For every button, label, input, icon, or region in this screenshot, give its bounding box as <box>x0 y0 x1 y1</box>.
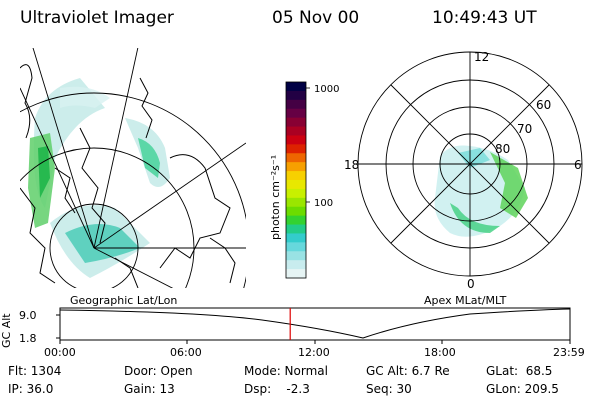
geo-latitude: GLat: 68.5 <box>486 364 553 378</box>
timeline-xtick-0000: 00:00 <box>44 346 76 359</box>
gc-alt-value: GC Alt: 6.7 Re <box>366 364 450 378</box>
colorbar-swatch <box>286 90 306 101</box>
timeline-ytick-9: 9.0 <box>19 309 37 322</box>
colorbar-swatch <box>286 162 306 172</box>
apex-mlat-mlt-title: Apex MLat/MLT <box>424 294 507 307</box>
ip-value: IP: 36.0 <box>8 382 54 396</box>
geographic-latlon-title: Geographic Lat/Lon <box>70 294 178 307</box>
altitude-timeline: GC Alt 9.0 1.8 <box>0 307 571 348</box>
timeline-ytick-1.8: 1.8 <box>19 332 37 345</box>
colorbar-swatch <box>286 242 306 252</box>
colorbar-swatch <box>286 188 306 199</box>
timeline-xtick-2359: 23:59 <box>553 346 585 359</box>
timeline-axis-label: GC Alt <box>0 313 13 348</box>
geographic-map <box>20 48 246 288</box>
mlt-label-18: 18 <box>344 158 359 172</box>
colorbar-swatch <box>286 153 306 163</box>
mlat-label-70: 70 <box>517 122 532 136</box>
colorbar: 1000 100 photon cm⁻²s⁻¹ <box>269 81 339 279</box>
app-title: Ultraviolet Imager <box>20 8 174 28</box>
colorbar-swatches <box>286 82 306 279</box>
colorbar-swatch <box>286 251 306 261</box>
colorbar-swatch <box>286 269 306 279</box>
flight-number: Flt: 1304 <box>8 364 62 378</box>
date-label: 05 Nov 00 <box>272 8 360 28</box>
colorbar-swatch <box>286 171 306 181</box>
mlt-label-6: 6 <box>574 158 582 172</box>
colorbar-swatch <box>286 206 306 217</box>
colorbar-tick-1000: 1000 <box>314 84 339 95</box>
mode-value: Mode: Normal <box>244 364 328 378</box>
timeline-xtick-1800: 18:00 <box>424 346 456 359</box>
mlat-label-80: 80 <box>495 142 510 156</box>
gain-value: Gain: 13 <box>124 382 175 396</box>
mlat-label-60: 60 <box>536 98 551 112</box>
geo-longitude: GLon: 209.5 <box>486 382 559 396</box>
colorbar-swatch <box>286 180 306 190</box>
colorbar-swatch <box>286 135 306 145</box>
colorbar-tick-100: 100 <box>314 198 333 209</box>
colorbar-unit-label: photon cm⁻²s⁻¹ <box>269 155 282 240</box>
timeline-xtick-1200: 12:00 <box>298 346 330 359</box>
mlt-label-12: 12 <box>474 50 489 64</box>
colorbar-swatch <box>286 144 306 154</box>
mlt-label-0: 0 <box>467 277 475 291</box>
colorbar-swatch <box>286 82 306 92</box>
sequence-value: Seq: 30 <box>366 382 412 396</box>
colorbar-swatch <box>286 99 306 110</box>
colorbar-swatch <box>286 108 306 119</box>
time-label: 10:49:43 UT <box>432 8 537 28</box>
timeline-xtick-0600: 06:00 <box>170 346 202 359</box>
colorbar-swatch <box>286 260 306 270</box>
colorbar-swatch <box>286 117 306 128</box>
colorbar-swatch <box>286 126 306 137</box>
polar-emission <box>434 145 528 237</box>
colorbar-swatch <box>286 233 306 243</box>
door-status: Door: Open <box>124 364 193 378</box>
polar-mlat-mlt-plot: 12 18 6 0 60 70 80 <box>344 50 583 291</box>
colorbar-swatch <box>286 197 306 208</box>
dsp-value: Dsp: -2.3 <box>244 382 310 396</box>
colorbar-swatch <box>286 215 306 226</box>
colorbar-swatch <box>286 224 306 235</box>
